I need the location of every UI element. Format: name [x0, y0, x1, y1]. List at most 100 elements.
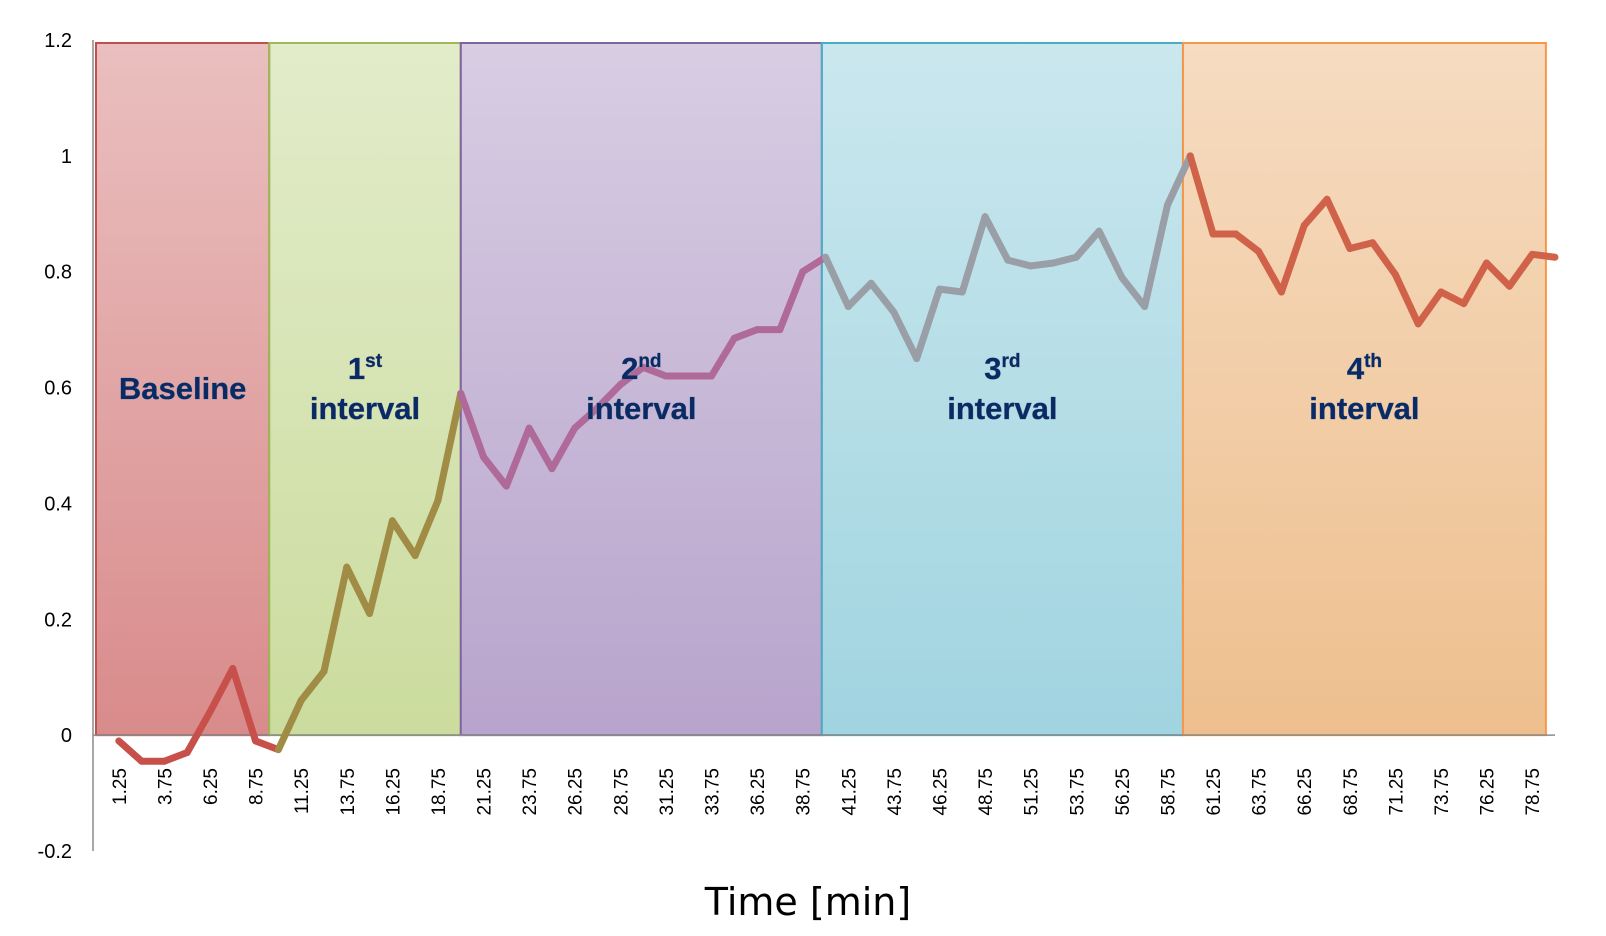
- x-tick-label: 1.25: [110, 768, 131, 805]
- x-tick-label: 3.75: [155, 768, 176, 805]
- interval-label-2: 2nd: [621, 351, 661, 386]
- series-segment: [1255, 247, 1285, 296]
- x-tick-label: 6.25: [201, 768, 222, 805]
- series-segment: [183, 708, 214, 757]
- series-segment: [274, 696, 305, 754]
- x-tick-label: 18.75: [429, 768, 450, 816]
- x-tick-label: 73.75: [1432, 768, 1453, 816]
- y-tick-labels: -0.2 0 0.2 0.4 0.6 0.8 1 1.2: [38, 30, 72, 863]
- series-segment: [1141, 201, 1171, 310]
- series-segment: [115, 737, 146, 765]
- y-tick-label: -0.2: [38, 841, 72, 863]
- series-segment: [206, 665, 237, 716]
- series-segment: [480, 453, 510, 490]
- y-tick-label: 0.8: [44, 262, 72, 284]
- interval-label-4: 4th: [1347, 351, 1382, 386]
- x-tick-label: 41.25: [839, 768, 860, 816]
- interval-bands: [95, 42, 1547, 737]
- series-segment: [913, 285, 943, 363]
- x-tick-label: 11.25: [292, 768, 313, 814]
- x-tick-label: 56.25: [1113, 768, 1134, 816]
- x-tick-label: 36.25: [748, 768, 769, 816]
- x-tick-label: 46.25: [930, 768, 951, 816]
- y-tick-label: 0.4: [44, 493, 72, 515]
- interval-labels: Baseline 1st interval 2nd interval 3rd interva…: [119, 351, 1420, 427]
- series-segment: [1300, 195, 1331, 229]
- interval-label-0: Baseline: [119, 371, 247, 406]
- series-segment: [708, 334, 738, 380]
- x-tick-label: 13.75: [338, 768, 359, 816]
- y-tick-label: 1.2: [44, 30, 72, 52]
- series-segment: [890, 308, 921, 363]
- series-segment: [1483, 259, 1513, 290]
- interval-label-1: 1st: [348, 351, 383, 386]
- series-segment: [1505, 250, 1536, 290]
- series-segment: [1232, 230, 1263, 255]
- x-tick-labels: 1.25 3.75 6.25 8.75 11.25 13.75 16.25 18.75 21.2…: [110, 768, 1544, 816]
- series-segment: [1095, 227, 1126, 282]
- series-segment: [1437, 288, 1468, 308]
- interval-band-1: [268, 42, 462, 737]
- series-segment: [1049, 253, 1080, 267]
- interval-label2-4: interval: [1309, 391, 1419, 426]
- series-segment: [366, 517, 396, 617]
- x-axis-label: Time [min]: [704, 880, 911, 924]
- x-tick-label: 76.25: [1478, 768, 1499, 816]
- interval-label2-3: interval: [947, 391, 1057, 426]
- series-segment: [434, 389, 465, 505]
- series-segment: [1004, 256, 1035, 270]
- interval-label-3: 3rd: [984, 351, 1020, 386]
- series-segment: [571, 404, 602, 432]
- x-tick-label: 33.75: [703, 768, 724, 816]
- x-tick-label: 38.75: [794, 768, 815, 816]
- series-segment: [229, 665, 260, 745]
- y-tick-label: 0: [61, 725, 72, 747]
- series-segment: [297, 667, 328, 704]
- series-segment: [1391, 271, 1422, 328]
- series-segment: [160, 749, 191, 765]
- series-segment: [1186, 152, 1217, 238]
- x-tick-label: 78.75: [1523, 768, 1544, 816]
- x-tick-label: 68.75: [1341, 768, 1362, 816]
- series-segment: [320, 563, 351, 675]
- series-segment: [1118, 274, 1149, 310]
- series-segment: [776, 268, 807, 334]
- series-segment: [1346, 239, 1377, 253]
- series-segment: [730, 326, 761, 342]
- series-segment: [867, 279, 898, 316]
- x-tick-label: 8.75: [247, 768, 268, 805]
- y-tick-label: 0.6: [44, 378, 72, 400]
- series-segment: [1072, 227, 1103, 261]
- y-tick-label: 1: [61, 146, 72, 168]
- series-segment: [799, 253, 829, 276]
- x-tick-label: 63.75: [1250, 768, 1271, 816]
- series-segment: [343, 563, 374, 617]
- x-tick-label: 26.25: [566, 768, 587, 816]
- x-tick-label: 31.25: [657, 768, 678, 816]
- series-segment: [594, 381, 624, 412]
- series-segment: [252, 737, 282, 754]
- series-segment: [548, 424, 579, 473]
- series-segment: [981, 213, 1012, 264]
- x-tick-label: 53.75: [1067, 768, 1088, 816]
- x-tick-label: 28.75: [611, 768, 632, 816]
- axes: [92, 40, 1555, 851]
- x-tick-label: 43.75: [885, 768, 906, 816]
- x-tick-label: 23.75: [520, 768, 541, 816]
- data-series: [115, 152, 1559, 765]
- x-tick-label: 21.25: [475, 768, 496, 816]
- series-segment: [958, 213, 989, 296]
- series-segment: [388, 517, 419, 560]
- series-segment: [1163, 152, 1194, 209]
- series-segment: [411, 497, 442, 560]
- series-segment: [457, 389, 488, 461]
- interval-band-3: [820, 42, 1184, 737]
- x-tick-label: 58.75: [1158, 768, 1179, 816]
- x-tick-label: 48.75: [976, 768, 997, 816]
- series-segment: [1369, 239, 1399, 279]
- series-segment: [1460, 259, 1491, 308]
- interval-label2-2: interval: [586, 391, 696, 426]
- series-segment: [1323, 195, 1354, 253]
- x-tick-label: 61.25: [1204, 768, 1225, 816]
